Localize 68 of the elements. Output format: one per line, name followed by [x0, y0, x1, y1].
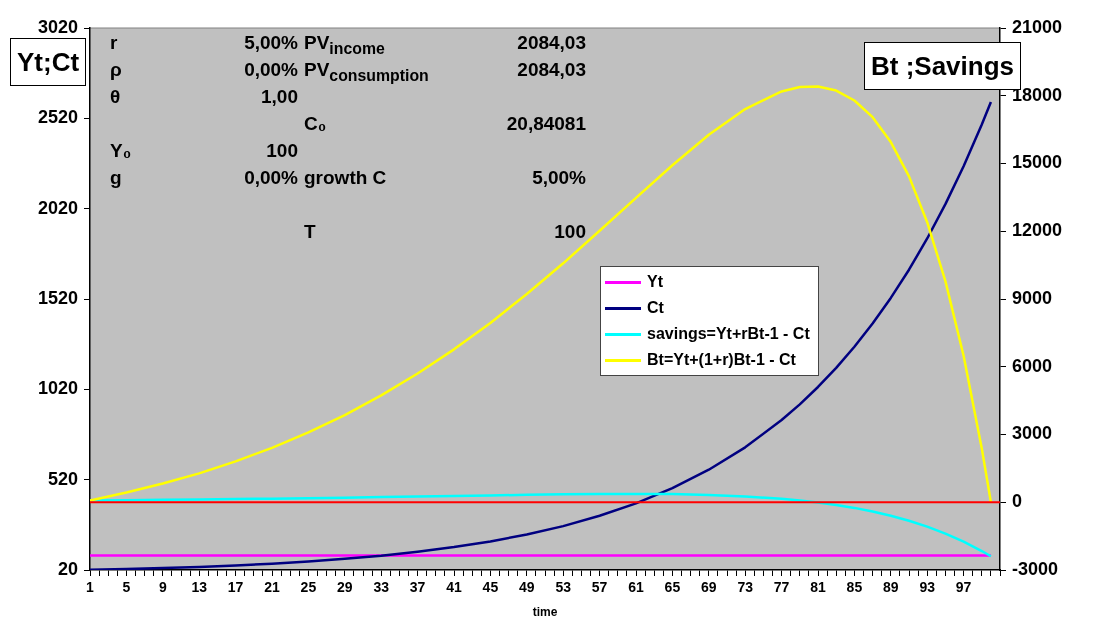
annotation: 2084,03 — [516, 32, 586, 55]
y-tick-label: 3020 — [37, 16, 78, 37]
annotation: Y₀ — [110, 140, 133, 163]
x-tick-label: 93 — [919, 579, 936, 596]
y-tick-label: 1020 — [37, 378, 78, 399]
x-tick-label: 13 — [191, 579, 208, 596]
annotation: 0,00% — [243, 167, 298, 190]
y-tick-label: 2020 — [37, 197, 78, 218]
annotation: 5,00% — [243, 32, 298, 55]
x-tick-label: 29 — [337, 579, 353, 596]
annotation: T — [304, 221, 317, 244]
y-tick-label: 20 — [57, 558, 78, 579]
legend-label: savings=Yt+rBt-1 - Ct — [647, 325, 810, 343]
annotation: 20,84081 — [505, 113, 586, 136]
y-tick-label: 520 — [47, 468, 78, 489]
x-tick-label: 61 — [628, 579, 644, 596]
x-tick-label: 49 — [519, 579, 535, 596]
y2-tick-label: 0 — [1012, 491, 1023, 512]
annotation: 100 — [265, 140, 298, 163]
legend-label: Bt=Yt+(1+r)Bt-1 - Ct — [647, 351, 796, 369]
x-tick-label: 9 — [158, 579, 167, 596]
x-tick-label: 53 — [555, 579, 572, 596]
annotation: ρ — [110, 59, 123, 82]
y2-tick-label: -3000 — [1012, 558, 1059, 579]
annotation: 5,00% — [531, 167, 586, 190]
legend-label: Yt — [647, 273, 663, 291]
annotation: PV$_{consumption}$ — [304, 59, 430, 86]
x-tick-label: 5 — [122, 579, 131, 596]
x-tick-label: 21 — [264, 579, 280, 596]
y2-tick-label: 21000 — [1012, 16, 1063, 37]
y-tick-label: 2520 — [37, 107, 78, 128]
annotation: C₀ — [304, 113, 328, 136]
annotation: 100 — [553, 221, 586, 244]
x-tick-label: 81 — [810, 579, 826, 596]
y-tick-label: 1520 — [37, 287, 78, 308]
x-tick-label: 69 — [701, 579, 717, 596]
annotation: g — [110, 167, 123, 190]
annotation: 2084,03 — [516, 59, 586, 82]
x-tick-label: 41 — [446, 579, 462, 596]
y2-tick-label: 12000 — [1012, 220, 1063, 241]
x-tick-label: 37 — [409, 579, 426, 596]
y2-tick-label: 15000 — [1012, 152, 1063, 173]
y2-tick-label: 9000 — [1012, 287, 1053, 308]
annotation: growth C — [304, 167, 388, 190]
annotation: r — [110, 32, 119, 55]
annotation: θ — [110, 86, 122, 109]
y-axis-title: Yt;Ct — [10, 38, 87, 86]
y2-tick-label: 3000 — [1012, 423, 1053, 444]
x-tick-label: 65 — [664, 579, 681, 596]
y2-tick-label: 6000 — [1012, 355, 1053, 376]
x-tick-label: 73 — [737, 579, 754, 596]
annotation: 1,00 — [260, 86, 298, 109]
y2-tick-label: 18000 — [1012, 84, 1063, 105]
y2-axis-title: Bt ;Savings — [870, 51, 1014, 81]
x-tick-label: 89 — [883, 579, 899, 596]
x-tick-label: 97 — [955, 579, 972, 596]
x-tick-label: 33 — [373, 579, 390, 596]
x-tick-label: 17 — [227, 579, 244, 596]
x-tick-label: 77 — [773, 579, 790, 596]
x-tick-label: 25 — [300, 579, 317, 596]
x-tick-label: 45 — [482, 579, 499, 596]
x-tick-label: 57 — [591, 579, 608, 596]
x-axis-title: time — [532, 605, 558, 620]
x-tick-label: 85 — [846, 579, 863, 596]
legend-label: Ct — [647, 299, 664, 317]
annotation: 0,00% — [243, 59, 298, 82]
x-tick-label: 1 — [86, 579, 95, 596]
annotation: PV$_{income}$ — [304, 32, 386, 59]
